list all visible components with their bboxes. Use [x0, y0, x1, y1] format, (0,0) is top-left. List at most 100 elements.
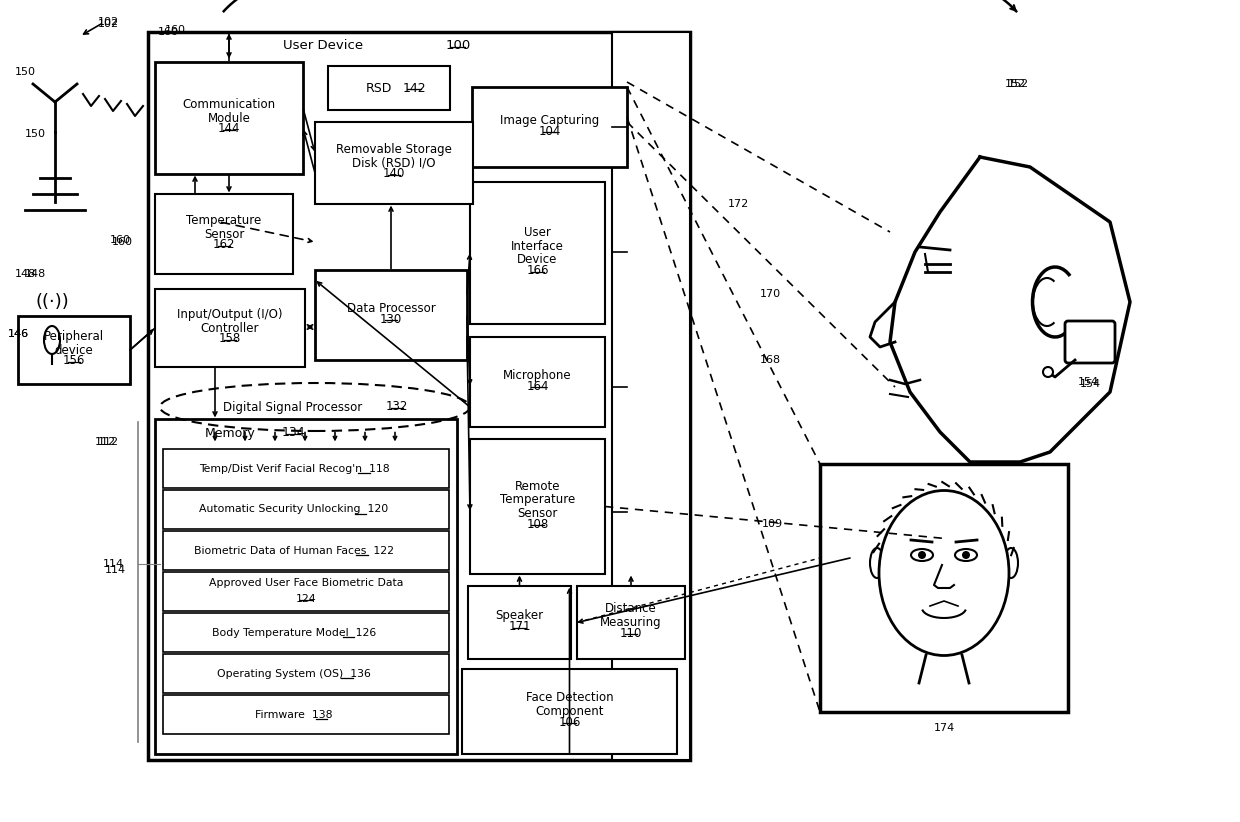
Text: 146: 146: [7, 329, 29, 339]
Text: Module: Module: [207, 112, 250, 124]
Text: 114: 114: [104, 565, 125, 575]
Text: User Device: User Device: [283, 39, 363, 53]
Text: Microphone: Microphone: [503, 369, 572, 381]
Text: 168: 168: [760, 355, 781, 365]
Text: Component: Component: [536, 705, 604, 718]
Text: 170: 170: [760, 289, 781, 299]
Bar: [472, 87, 627, 167]
Text: Measuring: Measuring: [600, 616, 662, 629]
Text: 174: 174: [934, 723, 955, 733]
Circle shape: [1043, 367, 1053, 377]
Text: 109: 109: [761, 519, 782, 529]
Bar: [19, 316, 130, 384]
Bar: [148, 32, 689, 760]
Text: Firmware  138: Firmware 138: [255, 709, 332, 719]
Bar: [162, 449, 449, 488]
Bar: [463, 669, 677, 754]
Text: 158: 158: [219, 332, 241, 345]
Text: 106: 106: [558, 716, 580, 729]
Text: 160: 160: [109, 235, 130, 245]
Text: Sensor: Sensor: [517, 507, 558, 520]
Text: Data Processor: Data Processor: [347, 302, 435, 315]
Text: Memory: Memory: [205, 427, 255, 440]
Text: Sensor: Sensor: [203, 228, 244, 241]
Text: 100: 100: [445, 39, 471, 53]
Text: 171: 171: [508, 620, 531, 633]
Bar: [155, 289, 305, 367]
Text: Operating System (OS)  136: Operating System (OS) 136: [217, 668, 371, 678]
Text: 160: 160: [112, 237, 133, 247]
Bar: [577, 586, 684, 659]
Text: 102: 102: [98, 17, 119, 27]
Text: RSD: RSD: [366, 81, 392, 95]
Text: Temperature: Temperature: [500, 493, 575, 506]
Text: 146: 146: [7, 329, 29, 339]
Text: 134: 134: [281, 427, 305, 440]
Text: Image Capturing: Image Capturing: [500, 113, 599, 127]
Text: Approved User Face Biometric Data: Approved User Face Biometric Data: [208, 579, 403, 589]
Text: Input/Output (I/O): Input/Output (I/O): [177, 308, 283, 321]
Ellipse shape: [879, 491, 1009, 655]
Text: 124: 124: [295, 594, 316, 604]
Bar: [315, 270, 467, 360]
Text: Body Temperature Model  126: Body Temperature Model 126: [212, 627, 376, 638]
Text: 132: 132: [386, 400, 408, 413]
Bar: [155, 194, 293, 274]
Circle shape: [918, 551, 926, 559]
Text: User: User: [525, 226, 551, 239]
Text: Temperature: Temperature: [186, 214, 262, 227]
Ellipse shape: [43, 326, 60, 354]
Text: Interface: Interface: [511, 240, 564, 252]
Bar: [820, 464, 1068, 712]
Text: 154: 154: [1080, 379, 1101, 389]
Text: 150: 150: [15, 67, 36, 77]
Text: Communication: Communication: [182, 98, 275, 111]
Text: 140: 140: [383, 168, 405, 180]
Text: Peripheral: Peripheral: [43, 330, 104, 343]
Text: 148: 148: [15, 269, 36, 279]
Bar: [162, 654, 449, 693]
Text: 112: 112: [94, 437, 115, 447]
Bar: [470, 182, 605, 324]
Ellipse shape: [1004, 548, 1018, 578]
Bar: [155, 62, 303, 174]
Text: 156: 156: [63, 354, 86, 367]
Text: 166: 166: [526, 264, 549, 277]
Text: Device: Device: [517, 253, 558, 266]
Bar: [162, 531, 449, 570]
Text: Face Detection: Face Detection: [526, 691, 614, 704]
Text: 142: 142: [402, 81, 425, 95]
Bar: [467, 586, 570, 659]
Bar: [155, 419, 458, 754]
Text: 148: 148: [25, 269, 46, 279]
Bar: [162, 613, 449, 652]
Text: Speaker: Speaker: [496, 609, 543, 622]
Text: 102: 102: [98, 19, 119, 29]
Text: 144: 144: [218, 122, 241, 136]
Bar: [162, 490, 449, 529]
Text: 108: 108: [526, 518, 548, 531]
Bar: [162, 695, 449, 734]
Bar: [470, 439, 605, 574]
Text: device: device: [55, 344, 93, 357]
Text: 152: 152: [1004, 79, 1025, 89]
Bar: [470, 337, 605, 427]
Ellipse shape: [870, 548, 884, 578]
Text: Removable Storage: Removable Storage: [336, 143, 451, 156]
Text: Distance: Distance: [605, 603, 657, 616]
Bar: [329, 66, 450, 110]
Text: 164: 164: [526, 380, 549, 393]
Text: Automatic Security Unlocking  120: Automatic Security Unlocking 120: [200, 505, 388, 515]
Text: Disk (RSD) I/O: Disk (RSD) I/O: [352, 156, 435, 169]
Text: ((·)): ((·)): [35, 293, 69, 311]
Text: Controller: Controller: [201, 321, 259, 335]
Text: 130: 130: [379, 312, 402, 326]
Text: Biometric Data of Human Faces  122: Biometric Data of Human Faces 122: [193, 546, 394, 556]
FancyBboxPatch shape: [1065, 321, 1115, 363]
Text: 160: 160: [165, 25, 186, 35]
Text: 150: 150: [25, 129, 46, 139]
Text: 160: 160: [157, 27, 179, 37]
Text: 110: 110: [620, 627, 642, 640]
Ellipse shape: [911, 549, 932, 561]
Text: 154: 154: [1078, 377, 1099, 387]
